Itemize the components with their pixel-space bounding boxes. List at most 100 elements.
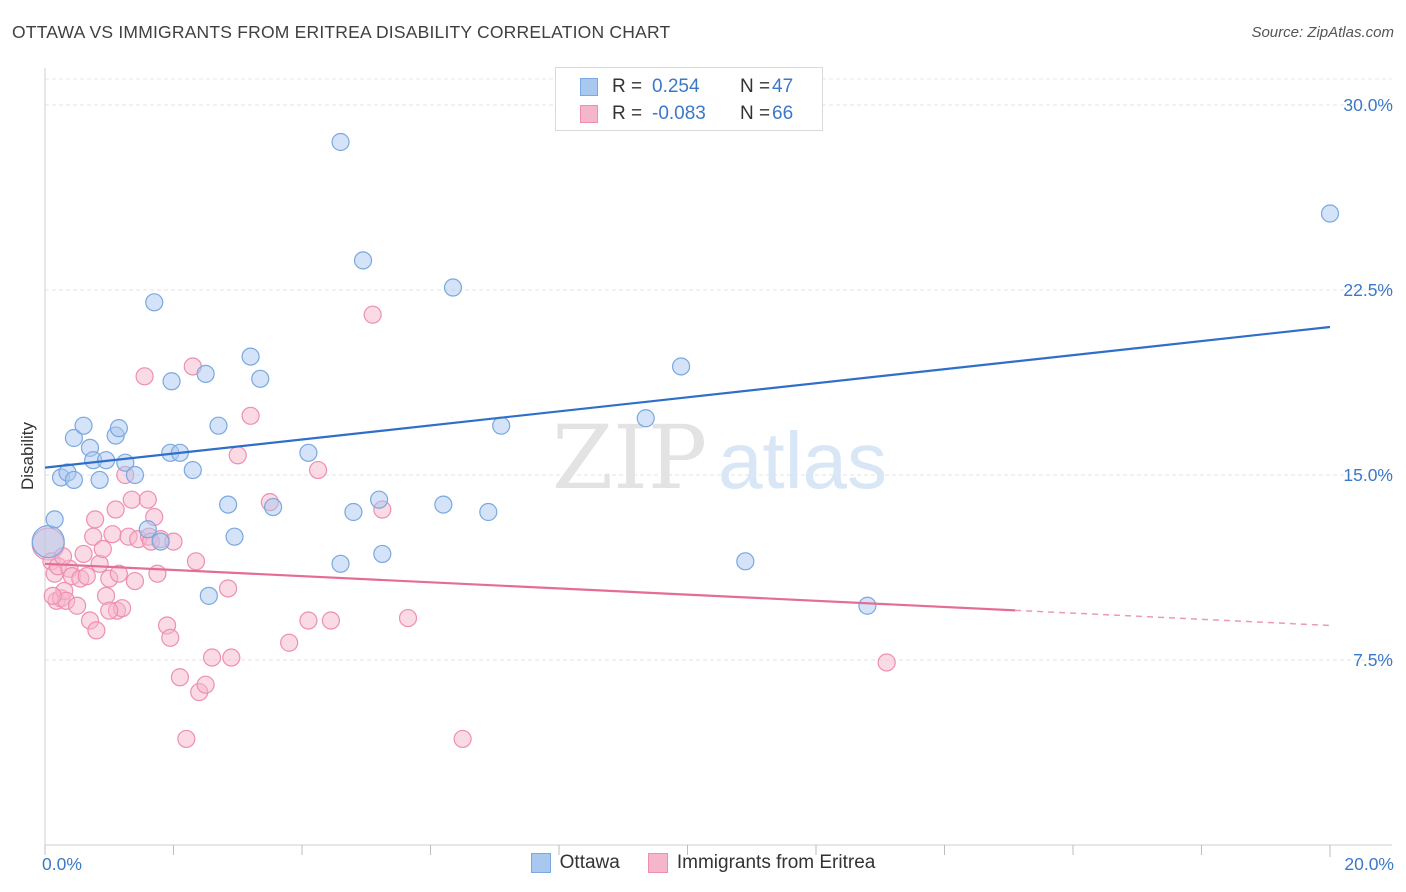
eritrea-point: [109, 564, 128, 583]
ottawa-point: [64, 470, 84, 490]
ottawa-point: [138, 520, 157, 539]
ottawa-point: [263, 497, 283, 517]
ottawa-point: [209, 416, 228, 435]
r-label: R =: [612, 76, 643, 97]
eritrea-swatch: [580, 105, 598, 123]
eritrea-point: [228, 446, 247, 465]
ottawa-point: [241, 347, 260, 366]
ottawa-point: [151, 532, 170, 551]
ottawa-point: [331, 554, 350, 573]
n-value: 47: [772, 76, 794, 97]
y-tick-label: 22.5%: [1343, 280, 1393, 300]
eritrea-point: [877, 653, 896, 672]
eritrea-point: [241, 406, 260, 425]
eritrea-point: [96, 586, 116, 605]
r-label: R =: [612, 103, 643, 124]
ottawa-point: [443, 278, 463, 297]
ottawa-swatch: [580, 78, 598, 96]
x-tick-label-min: 0.0%: [42, 854, 82, 874]
eritrea-point: [321, 611, 341, 630]
n-label: N =: [740, 76, 771, 97]
legend-label-eritrea: Immigrants from Eritrea: [676, 852, 876, 873]
eritrea-point: [299, 611, 318, 630]
n-label: N =: [740, 103, 771, 124]
ottawa-point: [299, 443, 318, 462]
ottawa-point: [353, 251, 373, 270]
eritrea-point: [177, 729, 196, 749]
eritrea-point: [77, 567, 96, 586]
eritrea-point: [125, 571, 145, 591]
eritrea-point: [106, 500, 125, 519]
eritrea-trend-extension: [1015, 609, 1331, 627]
stats-row-ottawa: R = 0.254 N = 47: [580, 74, 793, 100]
ottawa-point: [434, 495, 453, 514]
ottawa-point: [373, 544, 392, 564]
eritrea-point: [363, 305, 382, 324]
ottawa-point: [183, 460, 202, 480]
n-value: 66: [772, 103, 794, 124]
ottawa-point: [74, 416, 93, 435]
ottawa-point: [125, 465, 145, 485]
legend-label-ottawa: Ottawa: [559, 852, 620, 873]
r-value: 0.254: [652, 76, 700, 97]
ottawa-point: [64, 428, 84, 448]
ottawa-point: [199, 586, 218, 605]
ottawa-point: [162, 372, 181, 391]
eritrea-point: [122, 490, 141, 509]
ottawa-point: [196, 364, 215, 383]
r-value: -0.083: [652, 103, 706, 124]
ottawa-point: [219, 495, 238, 514]
eritrea-point: [196, 675, 215, 694]
ottawa-point: [109, 419, 128, 438]
axes: [44, 68, 1392, 857]
ottawa-point: [736, 552, 755, 571]
eritrea-point: [43, 586, 62, 605]
eritrea-point: [135, 367, 154, 386]
legend-item-ottawa[interactable]: Ottawa: [530, 852, 620, 874]
eritrea-point: [138, 490, 157, 509]
eritrea-point: [222, 648, 241, 667]
ottawa-point: [45, 510, 64, 529]
ottawa-trend-line: [44, 325, 1331, 469]
tick-labels: 7.5% 15.0% 22.5% 30.0% 0.0% 20.0%: [42, 95, 1394, 874]
ottawa-point: [370, 490, 389, 509]
ottawa-point: [251, 369, 270, 388]
y-tick-label: 30.0%: [1343, 95, 1393, 115]
eritrea-trend-line: [44, 562, 1016, 612]
ottawa-point: [479, 502, 498, 522]
ottawa-point: [145, 293, 164, 312]
watermark-atlas: atlas: [718, 416, 887, 505]
eritrea-point: [148, 564, 167, 583]
eritrea-point: [103, 525, 122, 544]
y-tick-label: 15.0%: [1343, 465, 1393, 485]
ottawa-swatch: [530, 853, 551, 873]
eritrea-point: [86, 510, 105, 529]
ottawa-point: [31, 524, 65, 559]
eritrea-point: [308, 460, 328, 480]
y-axis-label: Disability: [18, 421, 37, 491]
ottawa-point: [225, 527, 244, 546]
eritrea-swatch: [647, 853, 668, 873]
eritrea-point: [202, 648, 222, 667]
data-points: [31, 86, 1340, 749]
ottawa-point: [492, 416, 511, 435]
eritrea-point: [68, 596, 87, 615]
eritrea-point: [170, 668, 190, 687]
watermark: ZIP atlas: [552, 406, 887, 509]
eritrea-point: [100, 601, 119, 620]
watermark-zip: ZIP: [552, 406, 707, 509]
ottawa-point: [331, 132, 350, 152]
stats-legend: R = 0.254 N = 47 R = -0.083 N = 66: [555, 67, 823, 131]
eritrea-point: [398, 608, 418, 628]
ottawa-point: [344, 502, 363, 522]
legend-item-eritrea[interactable]: Immigrants from Eritrea: [647, 852, 876, 874]
ottawa-point: [858, 596, 877, 615]
eritrea-point: [74, 544, 93, 564]
eritrea-point: [280, 633, 299, 652]
ottawa-point: [636, 409, 655, 428]
trend-lines: [44, 325, 1331, 627]
ottawa-point: [90, 470, 109, 490]
y-tick-label: 7.5%: [1353, 650, 1393, 670]
eritrea-point: [186, 552, 206, 571]
